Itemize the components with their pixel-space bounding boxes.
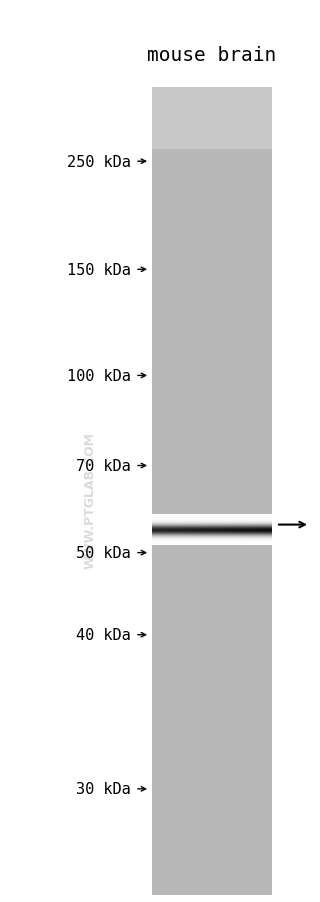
Text: 30 kDa: 30 kDa	[76, 781, 131, 796]
Text: 70 kDa: 70 kDa	[76, 458, 131, 474]
Text: 250 kDa: 250 kDa	[67, 154, 131, 170]
Text: WWW.PTGLAB.COM: WWW.PTGLAB.COM	[84, 431, 97, 568]
Text: 40 kDa: 40 kDa	[76, 628, 131, 642]
Text: 100 kDa: 100 kDa	[67, 369, 131, 383]
Bar	[152, 88, 272, 895]
Text: 150 kDa: 150 kDa	[67, 262, 131, 278]
Bar	[152, 88, 272, 150]
Text: 50 kDa: 50 kDa	[76, 546, 131, 560]
Text: mouse brain: mouse brain	[148, 45, 276, 64]
